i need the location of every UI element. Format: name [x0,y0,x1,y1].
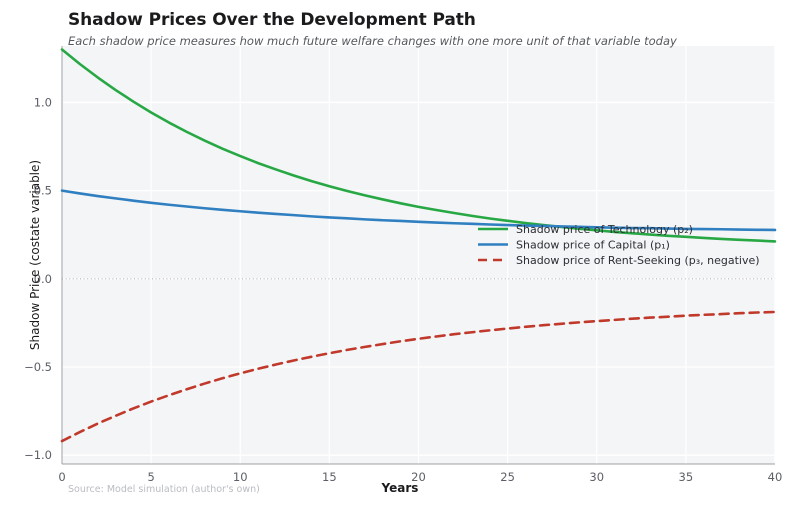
legend-label-capital: Shadow price of Capital (p₁) [516,239,670,252]
y-axis-label: Shadow Price (costate variable) [28,159,42,351]
legend-label-technology: Shadow price of Technology (p₂) [516,223,693,236]
series-lines [60,48,777,443]
x-tick-label: 25 [500,470,515,484]
series-line-capital [60,189,777,232]
x-axis-label: Years [381,481,419,495]
x-tick-label: 20 [411,470,426,484]
series-line-technology [60,48,777,243]
source-note: Source: Model simulation (author's own) [68,484,260,495]
chart-subtitle: Each shadow price measures how much futu… [68,34,677,48]
y-tick-label: 1.0 [34,95,52,109]
axes [61,46,775,465]
x-tick-labels: 0 5 10 15 20 25 30 35 40 [58,470,782,484]
series-line-rent_seeking [60,310,777,443]
y-tick-label: 0.0 [34,272,52,286]
x-tick-label: 35 [679,470,694,484]
legend-label-rent_seeking: Shadow price of Rent-Seeking (p₃, negati… [516,254,760,267]
x-tick-label: 40 [768,470,783,484]
legend: Shadow price of Technology (p₂) Shadow pr… [478,223,760,267]
y-tick-labels: −1.0 −0.5 0.0 0.5 1.0 [24,95,52,462]
x-tick-label: 0 [58,470,65,484]
x-tick-label: 5 [147,470,154,484]
y-tick-label: −1.0 [24,448,52,462]
y-tick-label: −0.5 [24,360,52,374]
x-tick-label: 10 [233,470,248,484]
chart-title: Shadow Prices Over the Development Path [68,10,476,30]
x-tick-label: 30 [589,470,604,484]
x-tick-label: 15 [322,470,337,484]
y-tick-label: 0.5 [34,184,52,198]
